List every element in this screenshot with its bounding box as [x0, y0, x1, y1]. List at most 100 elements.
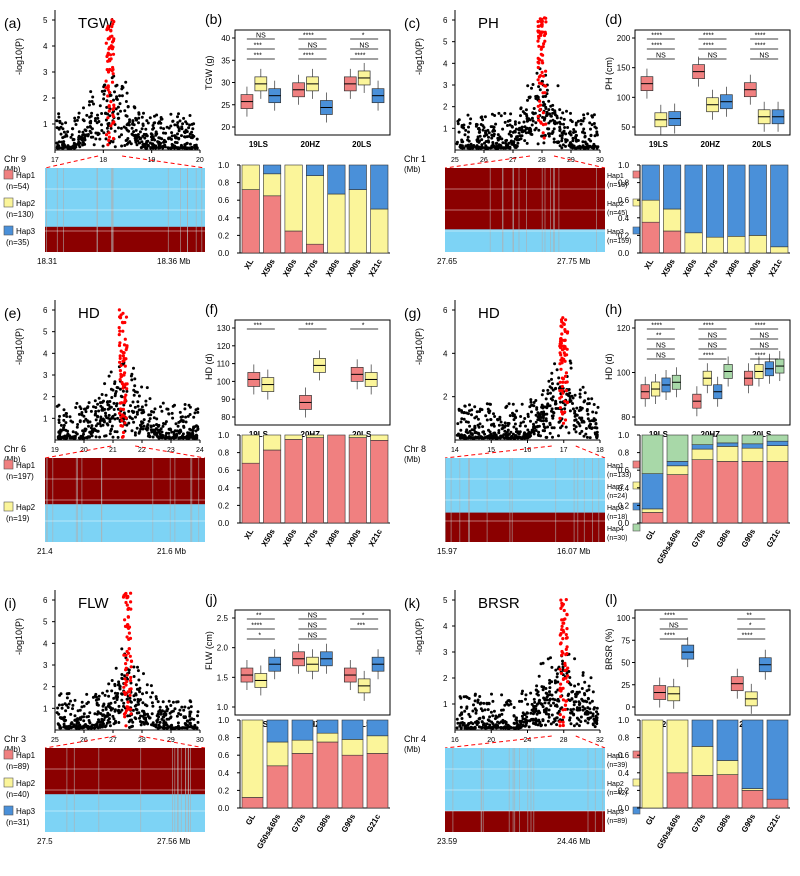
snp-point — [157, 142, 161, 146]
stacked-bar-segment — [291, 753, 314, 809]
snp-point — [473, 424, 477, 428]
snp-point — [178, 410, 182, 414]
snp-point — [122, 125, 126, 129]
snp-point — [523, 139, 527, 143]
lead-snp-point — [564, 318, 568, 322]
snp-point — [464, 128, 468, 132]
snp-point — [527, 725, 531, 729]
y-tick-label: 35 — [221, 56, 230, 65]
snp-point — [64, 121, 68, 125]
snp-point — [512, 425, 516, 429]
group-label: 20HZ — [301, 140, 321, 149]
snp-point — [474, 124, 478, 128]
snp-point — [159, 126, 163, 130]
snp-point — [511, 130, 515, 134]
snp-point — [102, 702, 106, 706]
snp-point — [103, 693, 107, 697]
snp-point — [133, 704, 137, 708]
snp-point — [536, 415, 540, 419]
lead-snp-point — [559, 337, 563, 341]
snp-point — [568, 716, 572, 720]
snp-point — [188, 427, 192, 431]
x-tick-label: 23 — [167, 447, 175, 454]
snp-point — [186, 724, 189, 727]
y-axis-label: -log10(P) — [14, 618, 24, 655]
stacked-bar-segment — [366, 735, 389, 754]
snp-point — [101, 408, 105, 412]
snp-point — [591, 410, 595, 414]
snp-point — [480, 436, 484, 440]
snp-point — [459, 705, 463, 709]
snp-point — [483, 436, 487, 439]
lead-snp-point — [124, 315, 129, 319]
region-start: 21.4 — [37, 547, 53, 556]
y-tick-label: 4 — [443, 59, 448, 68]
snp-point — [585, 142, 589, 146]
lead-snp-point — [126, 706, 130, 710]
snp-point — [578, 416, 582, 420]
lead-snp-point — [564, 647, 568, 651]
snp-point — [116, 683, 120, 687]
x-tick-label: 30 — [596, 157, 604, 164]
snp-point — [88, 121, 92, 125]
snp-point — [568, 676, 572, 679]
snp-point — [587, 137, 591, 141]
snp-point — [88, 129, 92, 133]
snp-point — [484, 414, 488, 418]
snp-point — [586, 402, 590, 406]
snp-point — [493, 114, 497, 117]
snp-point — [188, 725, 192, 729]
hap-swatch — [632, 806, 641, 815]
snp-point — [139, 146, 143, 150]
snp-point — [536, 424, 540, 428]
snp-point — [107, 407, 111, 411]
snp-point — [534, 420, 538, 424]
lead-snp-point — [121, 354, 125, 358]
lead-snp-point — [563, 418, 568, 422]
snp-point — [537, 674, 541, 678]
snp-point — [98, 435, 102, 439]
snp-point — [71, 703, 75, 707]
snp-point — [186, 719, 190, 723]
snp-point — [485, 402, 489, 406]
snp-point — [485, 722, 489, 726]
snp-point — [553, 704, 557, 708]
gwas-panel: (a)TGW-log10(P)1234517181920Chr 9(Mb)18.… — [3, 10, 206, 266]
snp-point — [131, 708, 135, 712]
snp-point — [195, 137, 199, 141]
snp-point — [110, 415, 114, 419]
snp-point — [168, 711, 172, 715]
lead-snp-point — [111, 52, 116, 56]
snp-point — [146, 712, 149, 716]
snp-point — [171, 404, 175, 408]
snp-point — [466, 431, 470, 435]
snp-point — [120, 144, 124, 148]
snp-point — [158, 705, 162, 709]
x-tick-label: 28 — [560, 737, 568, 744]
snp-point — [136, 133, 140, 136]
snp-point — [114, 404, 118, 408]
lead-snp-point — [110, 25, 114, 29]
x-tick-label: 16 — [524, 447, 532, 454]
lead-snp-point — [559, 682, 563, 686]
snp-point — [191, 429, 195, 432]
snp-point — [573, 414, 577, 418]
snp-point — [98, 725, 102, 729]
snp-point — [57, 126, 61, 130]
snp-point — [592, 403, 596, 406]
snp-point — [112, 722, 116, 726]
hap-count: (n=197) — [6, 472, 34, 481]
snp-point — [571, 402, 574, 405]
snp-point — [590, 114, 594, 118]
snp-point — [87, 401, 91, 405]
snp-point — [570, 394, 574, 398]
hap-count: (n=24) — [607, 493, 627, 500]
y-tick-label: 0.2 — [618, 786, 630, 795]
snp-point — [567, 388, 571, 391]
snp-point — [174, 726, 177, 730]
category-label: X70s — [303, 527, 320, 548]
snp-point — [188, 132, 192, 136]
snp-point — [560, 134, 564, 137]
snp-point — [548, 431, 552, 435]
snp-point — [500, 708, 503, 712]
